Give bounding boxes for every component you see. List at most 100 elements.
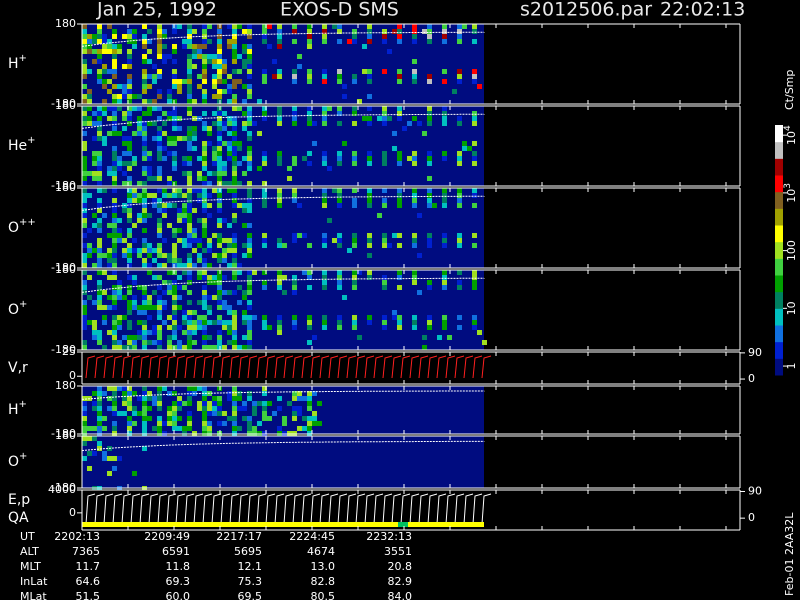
- spectrogram-cell: [232, 84, 237, 89]
- spectrogram-cell: [82, 116, 87, 121]
- spectrogram-cell: [232, 340, 237, 345]
- spectrogram-cell: [157, 228, 162, 233]
- spectrogram-cell: [232, 396, 237, 401]
- spectrogram-cell: [142, 426, 147, 431]
- spectrogram-cell: [442, 233, 447, 238]
- spectrogram-cell: [87, 243, 92, 248]
- spectrogram-cell: [232, 94, 237, 99]
- spectrogram-cell: [232, 99, 237, 104]
- spectrogram-cell: [472, 161, 477, 166]
- spectrogram-cell: [252, 315, 257, 320]
- data-background: [82, 436, 484, 488]
- spectrogram-cell: [137, 330, 142, 335]
- spectrogram-cell: [187, 238, 192, 243]
- spectrogram-cell: [312, 416, 317, 421]
- spectrogram-cell: [227, 310, 232, 315]
- spectrogram-cell: [142, 396, 147, 401]
- spectrogram-cell: [222, 305, 227, 310]
- spectrogram-cell: [472, 193, 477, 198]
- spectrogram-cell: [352, 275, 357, 280]
- spectrogram-cell: [87, 193, 92, 198]
- spectrogram-cell: [232, 330, 237, 335]
- spectrogram-cell: [212, 233, 217, 238]
- spectrogram-cell: [132, 106, 137, 111]
- sawtooth-trace: [85, 493, 492, 525]
- spectrogram-cell: [322, 69, 327, 74]
- spectrogram-cell: [117, 290, 122, 295]
- spectrogram-cell: [247, 203, 252, 208]
- spectrogram-cell: [82, 181, 87, 186]
- spectrogram-cell: [337, 29, 342, 34]
- spectrogram-cell: [352, 111, 357, 116]
- spectrogram-cell: [242, 121, 247, 126]
- spectrogram-cell: [207, 243, 212, 248]
- spectrogram-cell: [117, 340, 122, 345]
- spectrogram-cell: [82, 285, 87, 290]
- y-tick-label: 180: [55, 379, 76, 392]
- spectrogram-cell: [262, 285, 267, 290]
- spectrogram-cell: [247, 290, 252, 295]
- spectrogram-cell: [412, 39, 417, 44]
- spectrogram-cell: [352, 233, 357, 238]
- spectrogram-cell: [142, 330, 147, 335]
- spectrogram-cell: [427, 161, 432, 166]
- spectrogram-cell: [182, 330, 187, 335]
- spectrogram-cell: [217, 171, 222, 176]
- panel-black: [82, 352, 484, 384]
- spectrogram-cell: [82, 315, 87, 320]
- spectrogram-cell: [167, 325, 172, 330]
- spectrogram-cell: [142, 79, 147, 84]
- spectrogram-cell: [282, 416, 287, 421]
- spectrogram-cell: [177, 208, 182, 213]
- spectrogram-cell: [82, 441, 87, 446]
- spectrogram-cell: [247, 49, 252, 54]
- spectrogram-cell: [227, 84, 232, 89]
- spectrogram-cell: [202, 335, 207, 340]
- spectrogram-cell: [232, 131, 237, 136]
- spectrogram-cell: [412, 156, 417, 161]
- spectrogram-cell: [307, 340, 312, 345]
- spectrogram-cell: [472, 29, 477, 34]
- spectrogram-cell: [97, 295, 102, 300]
- spectrogram-cell: [142, 203, 147, 208]
- spectrogram-cell: [152, 248, 157, 253]
- spectrogram-cell: [322, 79, 327, 84]
- spectrogram-cell: [182, 79, 187, 84]
- spectrogram-cell: [142, 151, 147, 156]
- spectrogram-cell: [412, 315, 417, 320]
- spectrogram-cell: [202, 151, 207, 156]
- spectrogram-cell: [322, 111, 327, 116]
- spectrogram-cell: [117, 411, 122, 416]
- spectrogram-cell: [232, 270, 237, 275]
- spectrogram-cell: [197, 275, 202, 280]
- spectrogram-cell: [97, 208, 102, 213]
- spectrogram-cell: [387, 116, 392, 121]
- spectrogram-cell: [337, 238, 342, 243]
- spectrogram-cell: [107, 295, 112, 300]
- spectrogram-cell: [122, 345, 127, 350]
- spectrogram-cell: [112, 228, 117, 233]
- tick-exponent: 3: [783, 183, 793, 189]
- spectrogram-cell: [292, 74, 297, 79]
- spectrogram-cell: [152, 79, 157, 84]
- spectrogram-cell: [262, 74, 267, 79]
- spectrogram-cell: [427, 176, 432, 181]
- spectrogram-cell: [142, 166, 147, 171]
- y-label: V,r: [8, 360, 28, 376]
- spectrogram-cell: [367, 233, 372, 238]
- spectrogram-cell: [247, 111, 252, 116]
- spectrogram-cell: [262, 39, 267, 44]
- spectrogram-cell: [352, 285, 357, 290]
- spectrogram-cell: [352, 156, 357, 161]
- spectrogram-cell: [242, 59, 247, 64]
- spectrogram-cell: [307, 24, 312, 29]
- spectrogram-cell: [242, 416, 247, 421]
- spectrogram-cell: [147, 263, 152, 268]
- spectrogram-cell: [242, 401, 247, 406]
- spectrogram-cell: [292, 121, 297, 126]
- spectrogram-cell: [107, 248, 112, 253]
- spectrogram-cell: [382, 111, 387, 116]
- spectrogram-cell: [117, 99, 122, 104]
- spectrogram-cell: [442, 198, 447, 203]
- spectrogram-cell: [347, 39, 352, 44]
